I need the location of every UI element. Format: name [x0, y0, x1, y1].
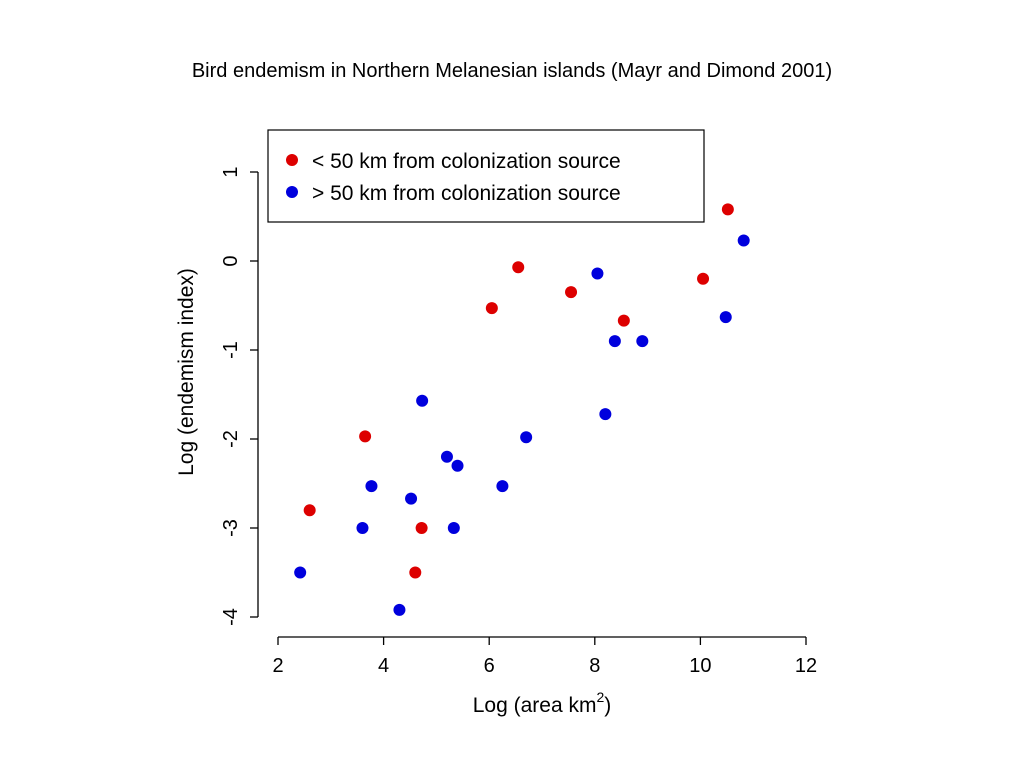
chart-axis-titles: Log (area km2) Log (endemism index)	[175, 268, 611, 717]
data-point-series-2	[451, 459, 464, 472]
y-tick-label: -1	[220, 341, 242, 359]
y-axis-title: Log (endemism index)	[175, 268, 198, 476]
data-point-series-2	[416, 394, 429, 407]
data-point-series-2	[496, 480, 509, 493]
data-point-series-1	[409, 566, 422, 579]
data-point-series-2	[447, 522, 460, 534]
data-point-series-1	[415, 522, 428, 534]
legend-marker	[286, 186, 298, 198]
x-tick-label: 12	[795, 655, 817, 677]
y-tick-label: -3	[220, 519, 242, 537]
data-point-series-1	[697, 272, 710, 285]
data-point-series-1	[512, 261, 525, 274]
data-point-series-2	[294, 566, 307, 579]
legend-box	[267, 129, 705, 223]
y-tick-label: 0	[220, 255, 242, 266]
legend-label: > 50 km from colonization source	[312, 182, 621, 205]
y-tick-label: -2	[220, 430, 242, 448]
data-point-series-2	[405, 492, 418, 505]
data-point-series-1	[565, 286, 578, 299]
legend-label: < 50 km from colonization source	[312, 150, 621, 173]
data-point-series-1	[721, 203, 734, 216]
x-tick-label: 6	[484, 655, 495, 677]
data-point-series-2	[599, 408, 612, 421]
chart-axes: 2 4 6 8 10 12 -4 -3 -2 -1 0 1	[220, 166, 817, 677]
chart-legend: < 50 km from colonization source > 50 km …	[267, 129, 705, 223]
data-point-series-1	[359, 430, 372, 443]
data-point-series-2	[636, 335, 649, 348]
x-axis-title: Log (area km2)	[473, 689, 612, 717]
data-point-series-2	[440, 450, 453, 463]
data-point-series-1	[485, 302, 498, 315]
legend-marker	[286, 154, 298, 166]
x-tick-label: 8	[589, 655, 600, 677]
data-point-series-2	[356, 522, 369, 534]
data-point-series-2	[520, 431, 533, 444]
y-tick-label: 1	[220, 166, 242, 177]
x-tick-label: 2	[272, 655, 283, 677]
data-point-series-2	[737, 234, 750, 247]
page-title: Bird endemism in Northern Melanesian isl…	[191, 60, 833, 82]
x-tick-label: 4	[378, 655, 389, 677]
data-point-series-2	[365, 480, 378, 493]
y-tick-label: -4	[220, 608, 242, 626]
data-point-series-2	[719, 311, 732, 324]
data-point-series-2	[393, 603, 406, 616]
data-point-series-1	[303, 504, 316, 517]
chart-points	[294, 203, 750, 616]
data-point-series-2	[591, 267, 604, 280]
data-point-series-1	[617, 314, 630, 327]
data-point-series-2	[608, 335, 621, 348]
x-tick-label: 10	[689, 655, 711, 677]
